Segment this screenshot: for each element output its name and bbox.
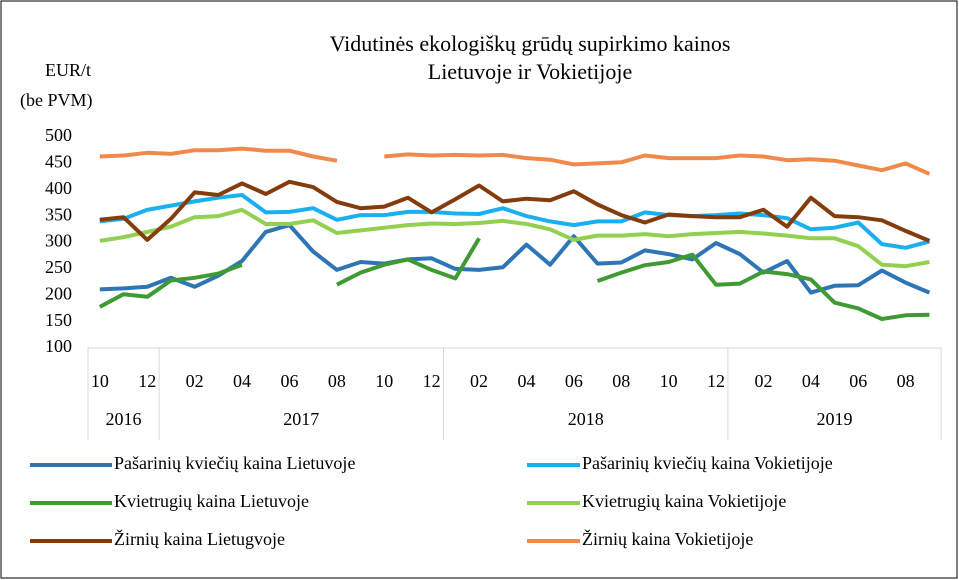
x-tick-label: 12 bbox=[707, 371, 725, 391]
y-tick-label: 100 bbox=[45, 336, 72, 356]
series-line bbox=[99, 146, 931, 176]
legend-label: Žirnių kaina Vokietijoje bbox=[582, 528, 753, 549]
x-tick-label: 04 bbox=[802, 371, 820, 391]
x-tick-label: 06 bbox=[849, 371, 867, 391]
x-tick-label: 12 bbox=[138, 371, 156, 391]
x-tick-label: 06 bbox=[280, 371, 298, 391]
chart-title: Vidutinės ekologiškų grūdų supirkimo kai… bbox=[330, 31, 731, 56]
legend-label: Kvietrugių kaina Lietuvoje bbox=[114, 491, 309, 511]
y-tick-label: 450 bbox=[45, 152, 72, 172]
y-tick-label: 250 bbox=[45, 257, 72, 277]
series-line bbox=[99, 223, 931, 295]
series-line bbox=[98, 237, 930, 321]
y-tick-label: 400 bbox=[45, 178, 72, 198]
year-label: 2017 bbox=[283, 409, 319, 429]
x-tick-label: 08 bbox=[612, 371, 630, 391]
legend-label: Pašarinių kviečių kaina Vokietijoje bbox=[582, 453, 833, 473]
x-tick-label: 10 bbox=[660, 371, 678, 391]
x-tick-label: 02 bbox=[470, 371, 488, 391]
y-tick-label: 200 bbox=[45, 283, 72, 303]
y-axis-label: EUR/t bbox=[45, 60, 91, 80]
x-tick-label: 04 bbox=[233, 371, 251, 391]
x-tick-label: 02 bbox=[186, 371, 204, 391]
y-axis-label: (be PVM) bbox=[20, 90, 93, 111]
chart-title: Lietuvoje ir Vokietijoje bbox=[428, 59, 633, 84]
legend-label: Pašarinių kviečių kaina Lietuvoje bbox=[114, 453, 355, 473]
year-label: 2019 bbox=[817, 409, 853, 429]
x-tick-label: 08 bbox=[328, 371, 346, 391]
y-tick-label: 500 bbox=[45, 125, 72, 145]
legend-label: Žirnių kaina Lietugvoje bbox=[114, 528, 285, 549]
y-tick-label: 300 bbox=[45, 231, 72, 251]
y-tick-label: 150 bbox=[45, 310, 72, 330]
x-tick-label: 10 bbox=[375, 371, 393, 391]
x-tick-label: 08 bbox=[897, 371, 915, 391]
year-label: 2016 bbox=[106, 409, 142, 429]
series-line bbox=[99, 207, 930, 269]
x-tick-label: 02 bbox=[754, 371, 772, 391]
x-tick-label: 04 bbox=[517, 371, 535, 391]
x-tick-label: 10 bbox=[91, 371, 109, 391]
year-label: 2018 bbox=[568, 409, 604, 429]
series-line bbox=[99, 179, 931, 243]
y-tick-label: 350 bbox=[45, 204, 72, 224]
x-tick-label: 12 bbox=[423, 371, 441, 391]
x-tick-label: 06 bbox=[565, 371, 583, 391]
legend-label: Kvietrugių kaina Vokietijoje bbox=[582, 491, 786, 511]
